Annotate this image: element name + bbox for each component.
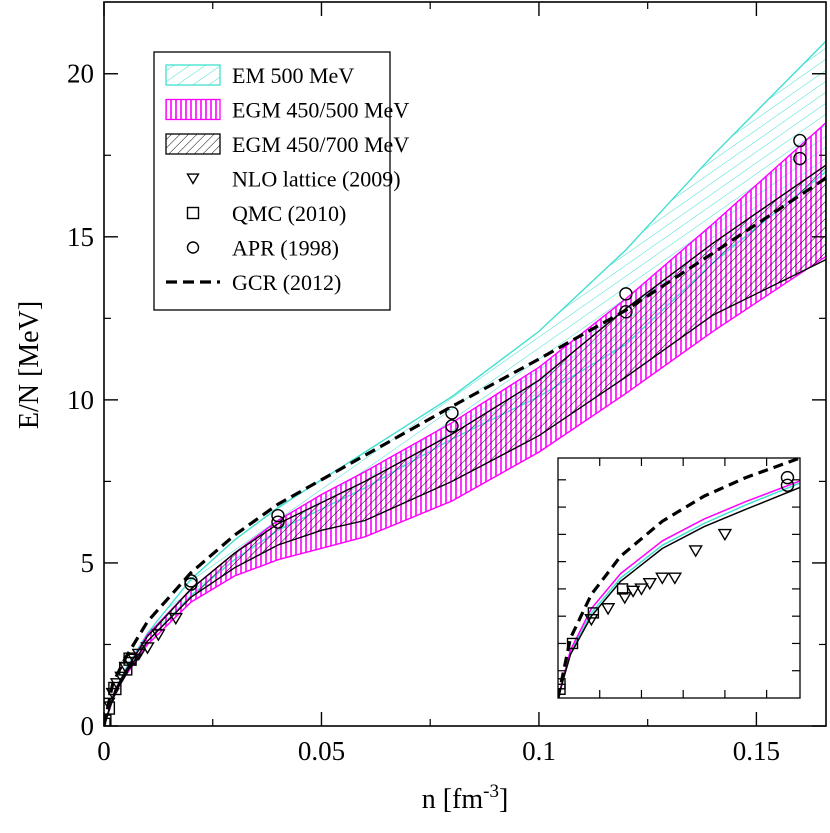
square-point [119,662,133,676]
inset-line-gcr [558,458,800,698]
legend-label: EM 500 MeV [232,63,354,88]
legend-label: QMC (2010) [232,201,346,226]
y-tick-label: 5 [81,548,95,578]
inset-circle-point [780,470,795,485]
legend-item-gcr-2012: GCR (2012) [166,270,341,295]
circle-point [184,577,198,591]
legend-items: EM 500 MeV EGM 450/500 MeV EGM 450/700 MeV… [165,63,409,295]
legend-item-egm-450-700-mev: EGM 450/700 MeV [165,132,409,157]
legend-item-nlo-lattice-2009: NLO lattice (2009) [186,167,401,192]
circle-point [619,287,633,301]
legend-marker-triangle [186,173,200,185]
inset-triangle-point [642,577,658,591]
band-egm-450-500-mev [104,122,826,726]
inset-triangle-point [584,613,599,627]
y-tick-label: 15 [67,222,94,252]
legend-swatch [165,98,221,121]
square-point [108,681,122,696]
series-layer [104,133,826,726]
x-tick-label: 0.1 [522,736,556,766]
triangle-point [104,697,116,710]
y-tick-label: 10 [67,385,94,415]
inset-ticks [558,458,800,698]
band-lower-egm-450-500-mev [104,255,826,726]
inset-triangle-point [688,545,703,558]
legend-item-em-500-mev: EM 500 MeV [165,63,354,88]
legend-label: GCR (2012) [232,270,341,295]
legend-swatch [165,64,221,86]
inset-square-point [616,583,629,595]
legend-item-apr-1998: APR (1998) [186,236,339,261]
inset-triangle-point [655,572,670,585]
circle-point [619,305,633,319]
band-egm-450-700-mev [104,165,826,726]
triangle-point [105,687,120,701]
legend-label: APR (1998) [232,236,339,261]
inset-triangle-point [634,583,649,596]
inset-triangle-point [625,585,641,598]
inset-triangle-point [617,592,632,605]
square-point [123,652,137,666]
inset-square-point [566,637,579,650]
band-upper-em-500-mev [104,40,826,726]
legend-label: NLO lattice (2009) [232,167,401,192]
axes: 0 0.05 0.1 0.15 0 5 10 15 20 [67,2,826,766]
x-axis-label-exponent: -3 [483,781,499,802]
legend: EM 500 MeV EGM 450/500 MeV EGM 450/700 MeV… [153,51,409,311]
legend-marker-circle [186,241,200,254]
circle-point [445,419,459,433]
x-axis-label: n [fm-3] [422,781,509,815]
inset-square-point [587,607,600,619]
x-tick-label: 0.05 [298,736,345,766]
circle-point [271,508,285,523]
inset-triangle-point [717,528,733,542]
x-axis-label-close: ] [499,784,508,815]
circle-point [184,574,198,588]
legend-item-qmc-2010: QMC (2010) [186,201,346,226]
inset-band-line [558,482,800,698]
x-axis-label-main: n [fm [422,784,484,815]
circle-point [445,406,459,420]
circle-point [793,151,807,166]
inset-band-line [558,480,800,698]
square-point [104,701,116,715]
inset-triangle-point [667,572,683,585]
triangle-point [109,678,125,691]
plot-frame [103,1,827,727]
legend-item-egm-450-500-mev: EGM 450/500 MeV [165,98,409,123]
y-tick-label: 20 [67,59,94,89]
triangle-point [168,612,183,626]
triangle-point [114,671,129,684]
circle-point [793,133,807,148]
legend-box [153,51,391,311]
y-tick-label: 0 [81,711,95,741]
inset-plot [558,458,800,698]
triangle-point [140,642,155,655]
y-axis-label: E/N [MeV] [14,301,45,429]
band-lower-egm-450-700-mev [104,258,826,726]
legend-marker-square [186,206,200,220]
inset-background [558,458,800,698]
inset-triangle-point [600,603,616,616]
x-tick-label: 0 [97,736,111,766]
triangle-point [151,629,166,642]
legend-label: EGM 450/700 MeV [232,132,409,157]
triangle-point [127,653,142,666]
x-tick-label: 0.15 [733,736,780,766]
square-point [104,717,111,726]
inset-square-point [558,678,566,690]
legend-label: EGM 450/500 MeV [232,98,409,123]
inset-frame [557,457,801,699]
legend-swatch [165,133,221,155]
inset-circle-point [780,478,795,492]
circle-point [271,515,285,529]
square-point [104,714,112,726]
